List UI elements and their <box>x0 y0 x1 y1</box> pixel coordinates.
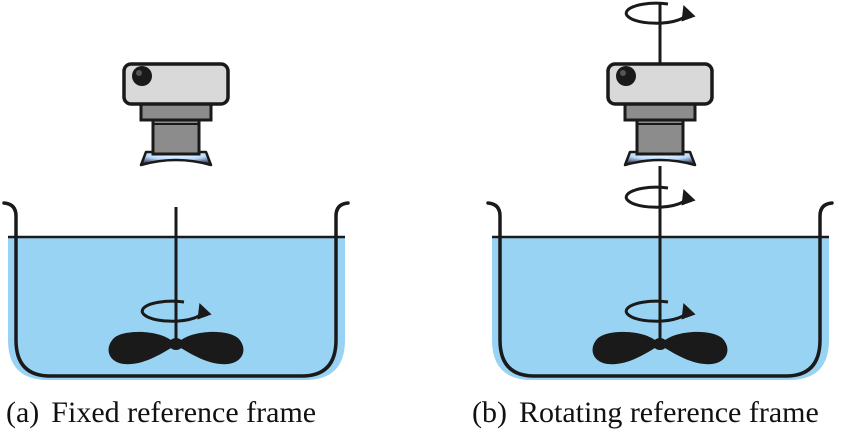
rotation-arrow-middle-b <box>626 187 686 207</box>
caption-panel-b: (b) Rotating reference frame <box>472 398 819 428</box>
caption-tag-a: (a) <box>6 396 40 429</box>
caption-label-a: Fixed reference frame <box>51 396 317 429</box>
panel-a <box>2 62 350 382</box>
caption-tag-b: (b) <box>472 396 507 429</box>
caption-panel-a: (a) Fixed reference frame <box>6 398 316 428</box>
caption-label-b: Rotating reference frame <box>518 396 819 429</box>
camera-a <box>122 62 230 167</box>
rotation-arrow-top-b <box>626 3 686 23</box>
camera-b <box>606 62 714 167</box>
panel-b <box>486 3 834 382</box>
